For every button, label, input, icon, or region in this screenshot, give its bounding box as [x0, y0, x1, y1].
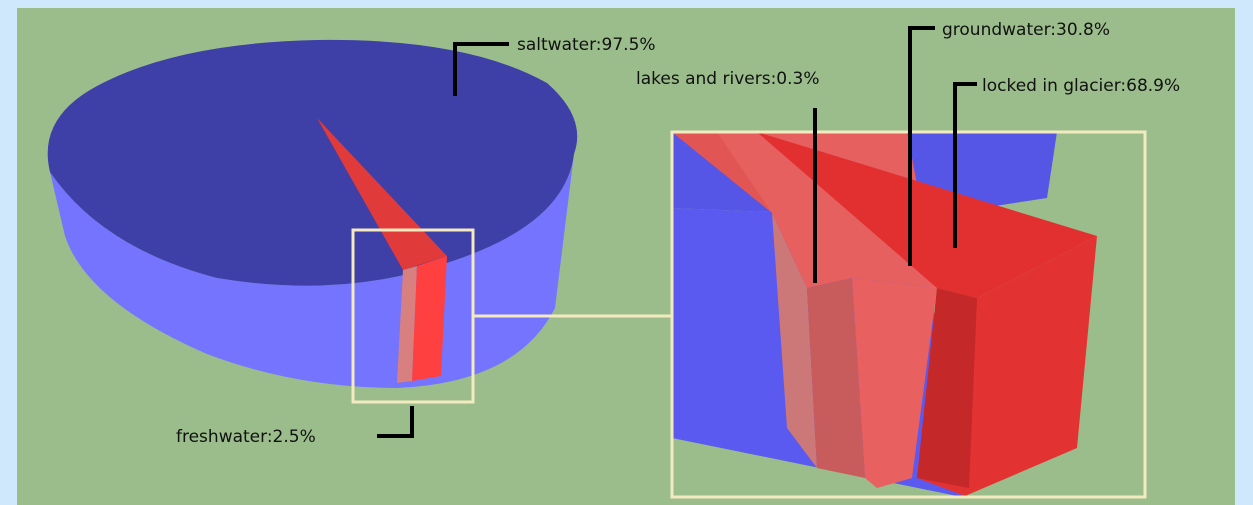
freshwater-label: freshwater:2.5% [176, 427, 316, 447]
zoom-detail-view [672, 132, 1097, 497]
locked-in-glacier-slice [757, 132, 1097, 496]
saltwater-label: saltwater:97.5% [517, 35, 656, 55]
freshwater-leader-line [377, 406, 414, 438]
groundwater-label: groundwater:30.8% [942, 20, 1110, 40]
saltwater-leader-line [453, 42, 509, 96]
saltwater-slice [47, 39, 578, 286]
freshwater-slice [317, 118, 447, 383]
water-distribution-chart: saltwater:97.5% freshwater:2.5% lakes an… [47, 20, 1180, 499]
glacier-leader-line [953, 82, 977, 248]
chart-panel: saltwater:97.5% freshwater:2.5% lakes an… [17, 8, 1235, 505]
locked-in-glacier-label: locked in glacier:68.9% [982, 76, 1180, 96]
groundwater-leader-line [908, 26, 935, 266]
lakes-and-rivers-label: lakes and rivers:0.3% [636, 69, 819, 89]
